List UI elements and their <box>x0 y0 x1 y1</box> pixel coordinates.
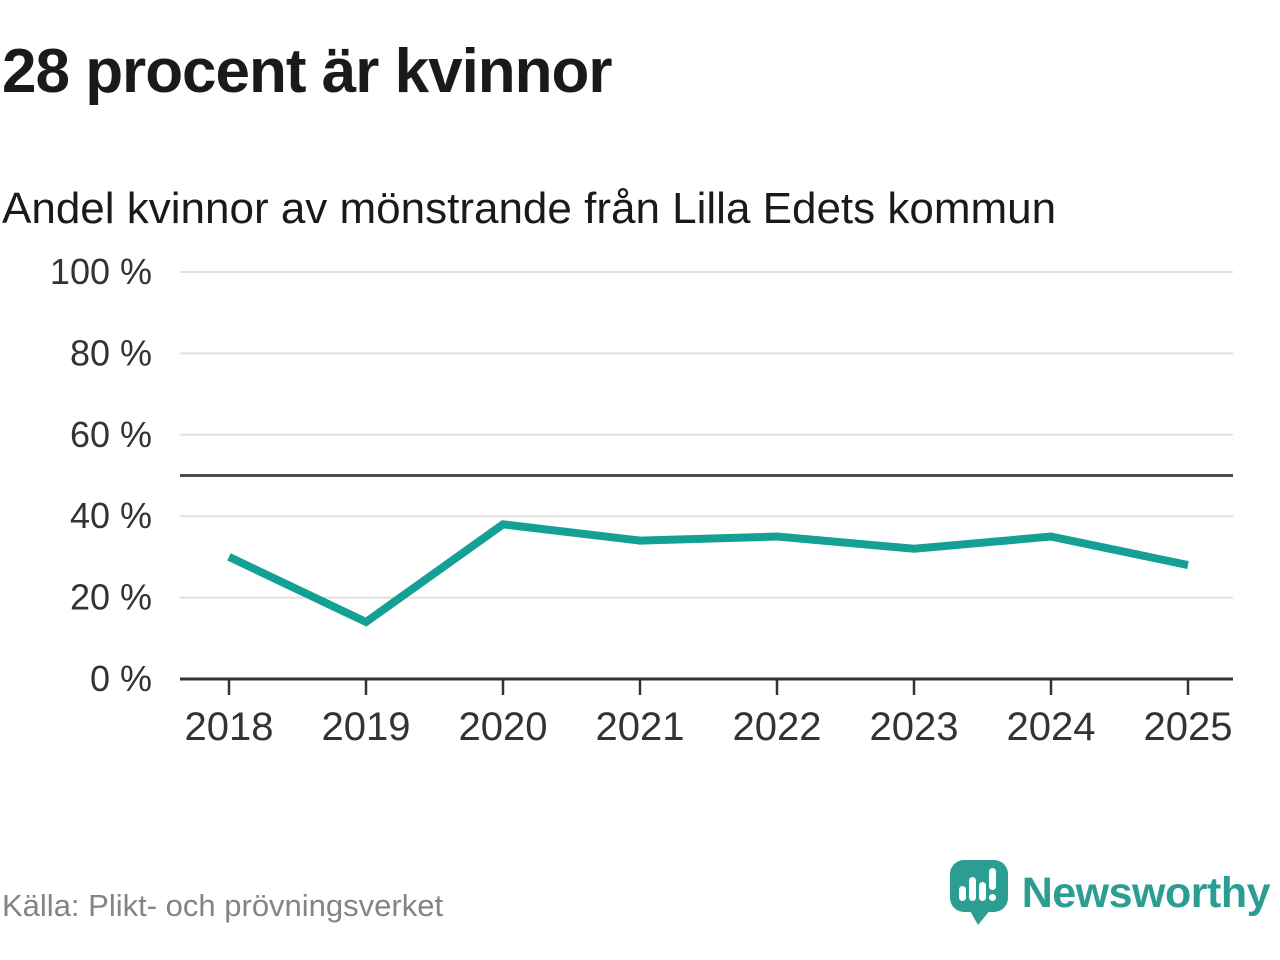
x-tick-label-2025: 2025 <box>1144 705 1233 749</box>
source-note: Källa: Plikt- och prövningsverket <box>2 888 444 923</box>
x-tick-label-2021: 2021 <box>596 705 685 749</box>
newsworthy-icon <box>949 860 1008 925</box>
y-tick-label-0: 0 % <box>90 658 152 699</box>
y-tick-label-80: 80 % <box>70 332 152 373</box>
y-tick-label-40: 40 % <box>70 495 152 536</box>
logo-bubble-tail <box>968 909 991 925</box>
x-tick-label-2018: 2018 <box>185 705 274 749</box>
logo-exclamation-dot <box>988 894 996 901</box>
logo-exclamation-bar <box>988 868 996 890</box>
page-title: 28 procent är kvinnor <box>2 37 613 106</box>
x-tick-label-2020: 2020 <box>459 705 548 749</box>
newsworthy-wordmark: Newsworthy <box>1021 868 1271 917</box>
y-tick-label-100: 100 % <box>50 251 152 292</box>
x-tick-label-2024: 2024 <box>1007 705 1096 749</box>
x-tick-label-2022: 2022 <box>733 705 822 749</box>
logo-bar-medium <box>978 882 986 901</box>
y-tick-label-20: 20 % <box>70 577 152 618</box>
x-tick-label-2019: 2019 <box>322 705 411 749</box>
chart-subtitle: Andel kvinnor av mönstrande från Lilla E… <box>2 184 1057 233</box>
logo-bar-tall <box>968 877 976 901</box>
x-tick-label-2023: 2023 <box>870 705 959 749</box>
y-tick-label-60: 60 % <box>70 414 152 455</box>
newsworthy-logo: Newsworthy <box>948 858 1271 928</box>
logo-bar-small <box>958 886 966 901</box>
data-line-andel-kvinnor-av-mönstrande <box>227 520 1189 627</box>
